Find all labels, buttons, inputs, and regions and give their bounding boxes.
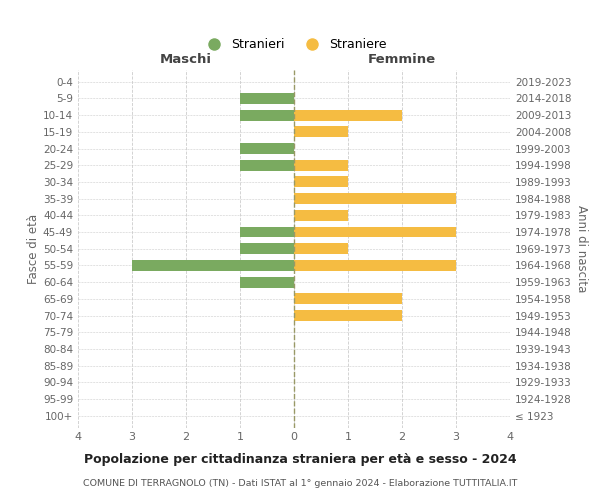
Bar — [240, 226, 294, 237]
Bar — [294, 294, 402, 304]
Y-axis label: Fasce di età: Fasce di età — [27, 214, 40, 284]
Bar — [294, 126, 348, 137]
Text: Femmine: Femmine — [368, 54, 436, 66]
Bar — [294, 244, 348, 254]
Bar — [240, 143, 294, 154]
Bar — [240, 244, 294, 254]
Bar — [294, 176, 348, 188]
Bar — [240, 276, 294, 287]
Text: COMUNE DI TERRAGNOLO (TN) - Dati ISTAT al 1° gennaio 2024 - Elaborazione TUTTITA: COMUNE DI TERRAGNOLO (TN) - Dati ISTAT a… — [83, 479, 517, 488]
Bar — [294, 193, 456, 204]
Bar — [294, 226, 456, 237]
Legend: Stranieri, Straniere: Stranieri, Straniere — [196, 34, 392, 56]
Text: Popolazione per cittadinanza straniera per età e sesso - 2024: Popolazione per cittadinanza straniera p… — [83, 452, 517, 466]
Y-axis label: Anni di nascita: Anni di nascita — [575, 205, 588, 292]
Bar — [240, 110, 294, 120]
Bar — [294, 210, 348, 221]
Bar — [240, 93, 294, 104]
Text: Maschi: Maschi — [160, 54, 212, 66]
Bar — [240, 160, 294, 170]
Bar — [132, 260, 294, 271]
Bar — [294, 160, 348, 170]
Bar — [294, 260, 456, 271]
Bar — [294, 110, 402, 120]
Bar — [294, 310, 402, 321]
